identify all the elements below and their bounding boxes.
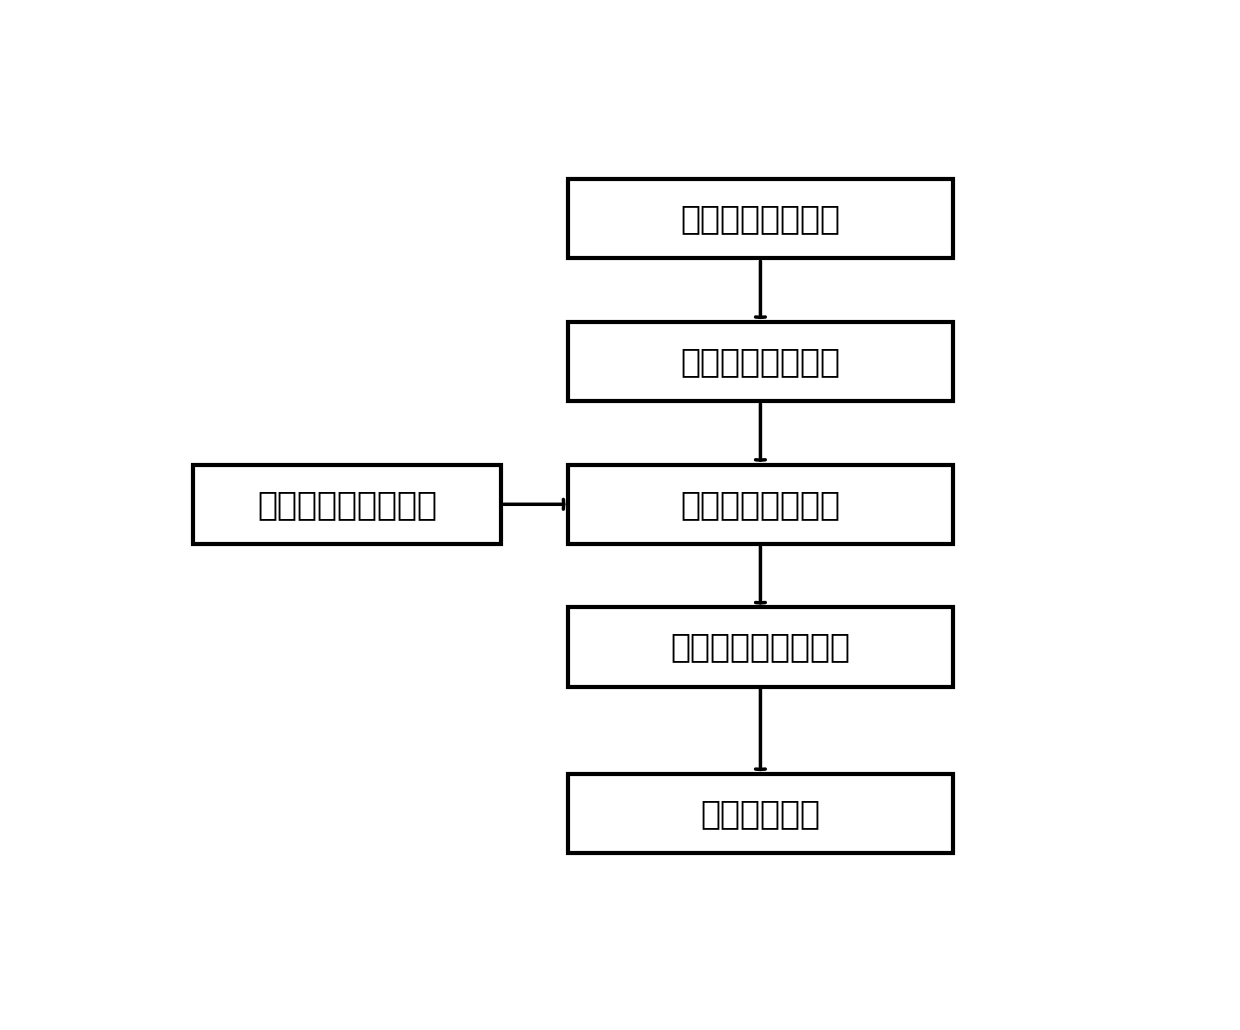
Text: 划分路径规划范围: 划分路径规划范围 [681,488,841,521]
Text: 进行路径规划: 进行路径规划 [701,797,821,830]
Text: 计算剩余续驶里程: 计算剩余续驶里程 [681,202,841,235]
Bar [193,465,501,544]
Text: 剩余续驶里程判断: 剩余续驶里程判断 [681,345,841,378]
Text: 充电桩监控模块信息: 充电桩监控模块信息 [257,488,438,521]
Bar [568,608,952,687]
Bar [568,465,952,544]
Text: 得到充电桩网络模型: 得到充电桩网络模型 [671,630,851,663]
Bar [568,179,952,259]
Bar [568,322,952,402]
Bar [568,774,952,853]
